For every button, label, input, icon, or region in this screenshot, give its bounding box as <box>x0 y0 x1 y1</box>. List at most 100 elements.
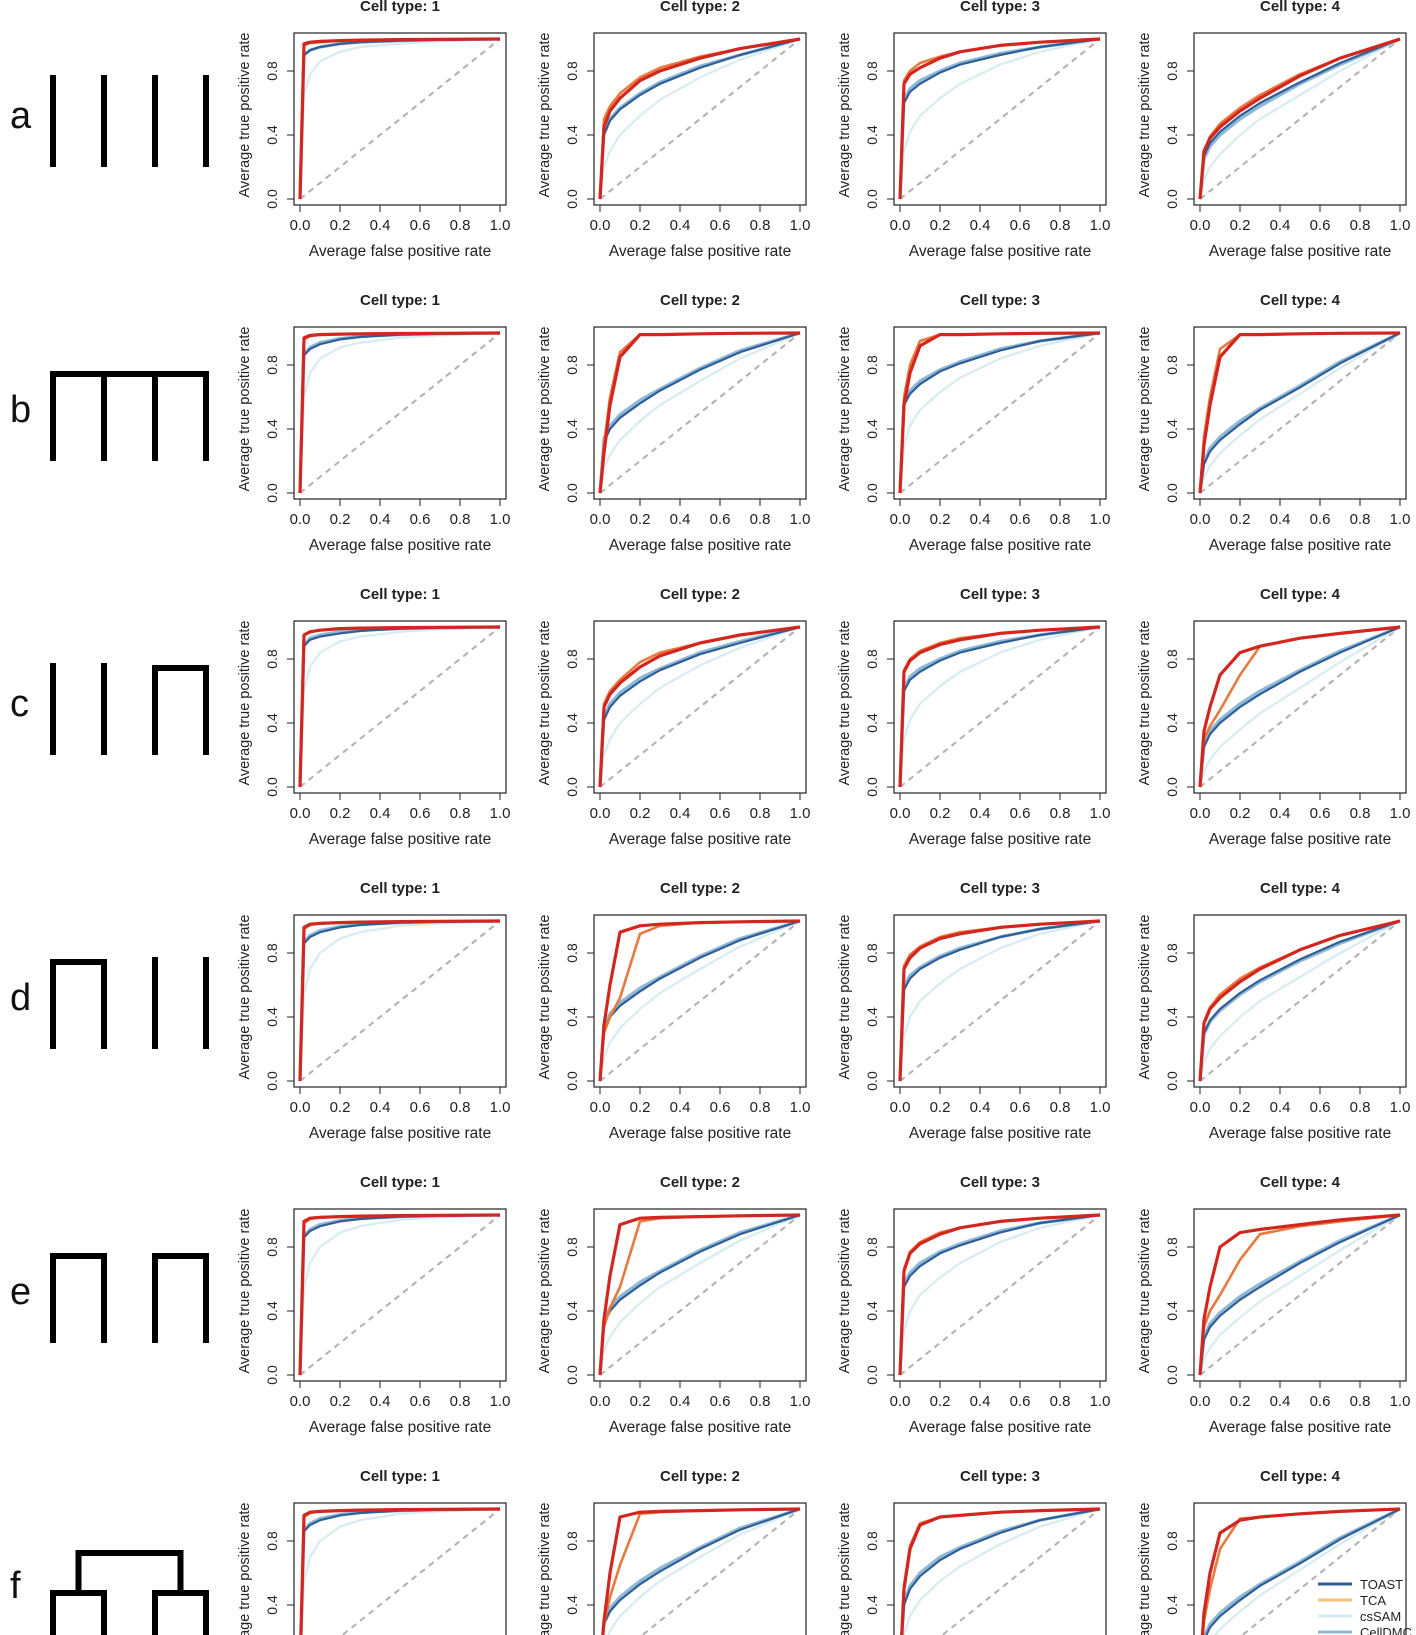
y-tick-label: 0.8 <box>264 943 280 963</box>
roc-curve-red <box>1198 625 1401 788</box>
reference-diagonal <box>599 920 801 1082</box>
reference-diagonal <box>1199 1214 1401 1376</box>
x-axis-label: Average false positive rate <box>909 243 1091 260</box>
roc-curve-toast <box>901 1507 1101 1635</box>
y-tick-label: 0.0 <box>264 189 280 209</box>
x-tick-label: 0.6 <box>410 1099 431 1116</box>
roc-curve-cssam <box>606 1507 801 1635</box>
y-tick-label: 0.4 <box>1164 1007 1180 1027</box>
x-tick-label: 0.2 <box>630 217 651 234</box>
roc-curve-red <box>898 919 1101 1082</box>
roc-curve-red <box>298 919 501 1082</box>
x-tick-label: 0.6 <box>1310 805 1331 822</box>
roc-curve-celldmc <box>1198 625 1401 788</box>
reference-diagonal <box>1199 332 1401 494</box>
panel-title: Cell type: 1 <box>360 1468 440 1485</box>
legend-item: TOAST <box>1318 1577 1403 1592</box>
x-tick-label: 0.2 <box>330 511 351 528</box>
tree-diagram <box>50 1253 209 1343</box>
y-tick-label: 0.8 <box>564 61 580 81</box>
x-tick-label: 0.4 <box>970 1099 991 1116</box>
y-tick-label: 0.0 <box>864 1365 880 1385</box>
roc-curve-red <box>1198 37 1401 200</box>
y-tick-label: 0.4 <box>264 125 280 145</box>
y-tick-label: 0.0 <box>1164 777 1180 797</box>
x-tick-label: 0.2 <box>1230 1099 1251 1116</box>
roc-curve-celldmc <box>601 1507 801 1635</box>
y-tick-label: 0.4 <box>1164 125 1180 145</box>
y-tick-label: 0.4 <box>1164 419 1180 439</box>
roc-curve-red <box>1198 331 1401 494</box>
roc-curve-red <box>898 331 1101 494</box>
roc-curve-cssam <box>1198 1214 1401 1376</box>
x-tick-label: 0.0 <box>1190 511 1211 528</box>
x-tick-label: 1.0 <box>790 805 811 822</box>
y-tick-label: 0.4 <box>564 419 580 439</box>
y-axis-label: Average true positive rate <box>837 327 853 492</box>
x-tick-label: 0.4 <box>670 511 691 528</box>
y-tick-label: 0.0 <box>564 1365 580 1385</box>
x-tick-label: 0.2 <box>1230 805 1251 822</box>
roc-curve-toast <box>898 625 1101 788</box>
y-axis-label: Average true positive rate <box>237 621 253 786</box>
tree-diagram <box>50 75 209 167</box>
row-label: d <box>10 977 31 1019</box>
y-axis-label: Average true positive rate <box>537 621 553 786</box>
roc-curve-cssam <box>898 37 1101 200</box>
roc-curve-red <box>598 625 801 788</box>
x-tick-label: 0.6 <box>1010 217 1031 234</box>
x-tick-label: 0.2 <box>330 217 351 234</box>
reference-diagonal <box>640 1508 801 1635</box>
x-tick-label: 0.4 <box>670 805 691 822</box>
y-axis-label: Average true positive rate <box>537 915 553 1080</box>
y-tick-label: 0.8 <box>1164 649 1180 669</box>
y-axis-label: Average true positive rate <box>1137 1503 1153 1635</box>
panel-title: Cell type: 2 <box>660 586 740 603</box>
x-tick-label: 0.2 <box>330 1099 351 1116</box>
reference-diagonal <box>299 332 501 494</box>
x-tick-label: 0.6 <box>410 511 431 528</box>
x-tick-label: 0.4 <box>670 217 691 234</box>
x-tick-label: 0.0 <box>590 217 611 234</box>
x-tick-label: 0.8 <box>450 1099 471 1116</box>
roc-curve-cssam <box>598 37 801 200</box>
x-tick-label: 0.2 <box>630 1099 651 1116</box>
x-axis-label: Average false positive rate <box>609 537 791 554</box>
y-tick-label: 0.4 <box>864 125 880 145</box>
x-tick-label: 0.0 <box>890 217 911 234</box>
roc-curve-cssam <box>298 331 501 494</box>
x-tick-label: 0.0 <box>290 805 311 822</box>
x-tick-label: 0.2 <box>630 805 651 822</box>
figure-row: b Cell type: 1 0.0 0.4 0.8 Average true posit… <box>10 292 1410 554</box>
row-label: f <box>10 1565 21 1607</box>
x-tick-label: 1.0 <box>490 511 511 528</box>
x-tick-label: 0.2 <box>330 1393 351 1410</box>
y-tick-label: 0.4 <box>564 125 580 145</box>
x-axis-label: Average false positive rate <box>1209 537 1391 554</box>
y-tick-label: 0.0 <box>864 483 880 503</box>
x-tick-label: 0.8 <box>450 1393 471 1410</box>
y-tick-label: 0.8 <box>264 355 280 375</box>
x-tick-label: 0.8 <box>1350 1393 1371 1410</box>
x-tick-label: 1.0 <box>1090 1099 1111 1116</box>
roc-curve-red <box>298 625 501 788</box>
y-tick-label: 0.0 <box>864 1071 880 1091</box>
x-tick-label: 0.6 <box>1010 1099 1031 1116</box>
roc-curve-cssam <box>298 37 501 200</box>
panel-title: Cell type: 2 <box>660 1174 740 1191</box>
y-axis-label: Average true positive rate <box>237 1209 253 1374</box>
panel-title: Cell type: 4 <box>1260 0 1341 15</box>
x-tick-label: 0.8 <box>750 805 771 822</box>
y-tick-label: 0.8 <box>1164 61 1180 81</box>
x-tick-label: 0.8 <box>750 511 771 528</box>
